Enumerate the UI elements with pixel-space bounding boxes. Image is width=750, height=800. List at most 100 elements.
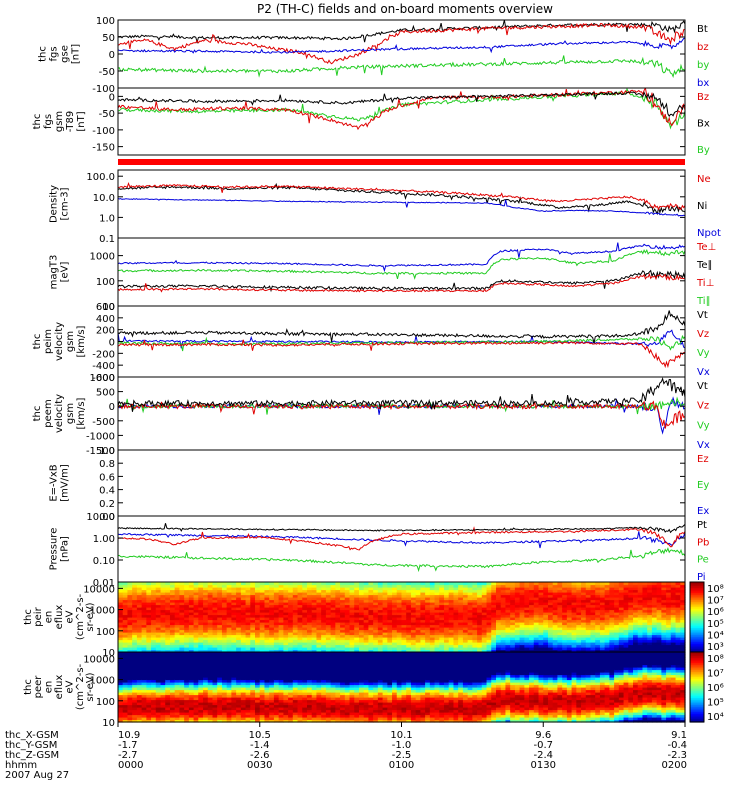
spectrogram-cell bbox=[325, 667, 332, 671]
spectrogram-cell bbox=[614, 589, 620, 593]
spectrogram-cell bbox=[472, 592, 478, 596]
spectrogram-cell bbox=[255, 637, 261, 641]
spectrogram-cell bbox=[212, 634, 218, 638]
spectrogram-cell bbox=[519, 649, 525, 653]
spectrogram-cell bbox=[122, 604, 129, 608]
spectrogram-cell bbox=[590, 619, 596, 623]
spectrogram-cell bbox=[273, 599, 280, 603]
spectrogram-cell bbox=[453, 649, 459, 653]
spectrogram-cell bbox=[585, 632, 592, 636]
spectrogram-cell bbox=[604, 634, 610, 638]
spectrogram-cell bbox=[297, 582, 303, 586]
spectrogram-cell bbox=[184, 642, 190, 646]
spectrogram-cell bbox=[245, 647, 251, 651]
spectrogram-cell bbox=[217, 599, 223, 603]
spectrogram-cell bbox=[221, 587, 228, 591]
spectrogram-cell bbox=[283, 637, 289, 641]
spectrogram-cell bbox=[245, 639, 251, 643]
spectrogram-cell bbox=[292, 614, 299, 618]
spectrogram-cell bbox=[165, 679, 171, 683]
spectrogram-cell bbox=[283, 647, 289, 651]
spectrogram-cell bbox=[184, 612, 190, 616]
spectrogram-cell bbox=[169, 667, 176, 671]
spectrogram-cell bbox=[420, 609, 426, 613]
spectrogram-cell bbox=[288, 589, 294, 593]
spectrogram-cell bbox=[514, 637, 521, 641]
spectrogram-cell bbox=[179, 662, 185, 666]
spectrogram-cell bbox=[628, 589, 634, 593]
spectrogram-cell bbox=[231, 604, 237, 608]
spectrogram-cell bbox=[614, 594, 620, 598]
spectrogram-cell bbox=[174, 627, 181, 631]
spectrogram-cell bbox=[136, 639, 143, 643]
spectrogram-cell bbox=[240, 642, 247, 646]
spectrogram-cell bbox=[283, 589, 289, 593]
spectrogram-cell bbox=[151, 629, 157, 633]
spectrogram-cell bbox=[680, 614, 686, 618]
spectrogram-cell bbox=[212, 664, 218, 668]
spectrogram-cell bbox=[221, 624, 228, 628]
spectrogram-cell bbox=[340, 589, 346, 593]
spectrogram-cell bbox=[368, 632, 374, 636]
spectrogram-cell bbox=[212, 607, 218, 611]
spectrogram-cell bbox=[207, 592, 214, 596]
spectrogram-cell bbox=[212, 702, 218, 706]
spectrogram-cell bbox=[245, 607, 251, 611]
legend-Te⊥: Te⊥ bbox=[696, 242, 716, 253]
spectrogram-cell bbox=[283, 712, 289, 716]
spectrogram-cell bbox=[581, 617, 587, 621]
spectrogram-cell bbox=[340, 709, 346, 713]
spectrogram-cell bbox=[288, 674, 294, 678]
spectrogram-cell bbox=[330, 712, 336, 716]
spectrogram-cell bbox=[302, 594, 308, 598]
spectrogram-cell bbox=[288, 649, 294, 653]
spectrogram-cell bbox=[169, 692, 176, 696]
spectrogram-cell bbox=[618, 617, 625, 621]
spectrogram-cell bbox=[127, 582, 133, 586]
spectrogram-cell bbox=[363, 622, 370, 626]
spectrogram-cell bbox=[628, 607, 634, 611]
spectrogram-cell bbox=[212, 662, 218, 666]
spectrogram-cell bbox=[637, 612, 644, 616]
spectrogram-cell bbox=[151, 617, 157, 621]
spectrogram-cell bbox=[259, 702, 266, 706]
spectrogram-cell bbox=[491, 607, 497, 611]
spectrogram-cell bbox=[316, 667, 322, 671]
spectrogram-cell bbox=[141, 702, 147, 706]
spectrogram-cell bbox=[297, 667, 303, 671]
spectrogram-cell bbox=[340, 662, 346, 666]
spectrogram-cell bbox=[264, 594, 270, 598]
spectrogram-cell bbox=[462, 582, 469, 586]
spectrogram-cell bbox=[169, 662, 176, 666]
spectrogram-cell bbox=[373, 624, 379, 628]
spectrogram-cell bbox=[307, 642, 313, 646]
spectrogram-cell bbox=[387, 619, 393, 623]
spectrogram-cell bbox=[363, 632, 370, 636]
spectrogram-cell bbox=[340, 652, 346, 656]
spectrogram-cell bbox=[184, 667, 190, 671]
panel-pressure-lines bbox=[118, 523, 685, 573]
spectrogram-cell bbox=[330, 714, 336, 718]
ytick-label: 10.0 bbox=[93, 193, 115, 204]
spectrogram-cell bbox=[505, 629, 511, 633]
spectrogram-cell bbox=[330, 702, 336, 706]
spectrogram-cell bbox=[184, 677, 190, 681]
spectrogram-cell bbox=[255, 659, 261, 663]
spectrogram-cell bbox=[415, 597, 421, 601]
spectrogram-cell bbox=[292, 689, 299, 693]
spectrogram-cell bbox=[146, 589, 152, 593]
spectrogram-cell bbox=[132, 662, 138, 666]
spectrogram-cell bbox=[146, 582, 152, 586]
spectrogram-cell bbox=[203, 712, 209, 716]
spectrogram-cell bbox=[188, 597, 195, 601]
spectrogram-cell bbox=[316, 644, 322, 648]
spectrogram-cell bbox=[410, 634, 417, 638]
spectrogram-cell bbox=[609, 602, 615, 606]
spectrogram-cell bbox=[609, 592, 615, 596]
spectrogram-cell bbox=[614, 644, 620, 648]
spectrogram-cell bbox=[670, 624, 677, 628]
spectrogram-cell bbox=[165, 664, 171, 668]
spectrogram-cell bbox=[203, 599, 209, 603]
spectrogram-cell bbox=[179, 712, 185, 716]
spectrogram-cell bbox=[160, 699, 166, 703]
